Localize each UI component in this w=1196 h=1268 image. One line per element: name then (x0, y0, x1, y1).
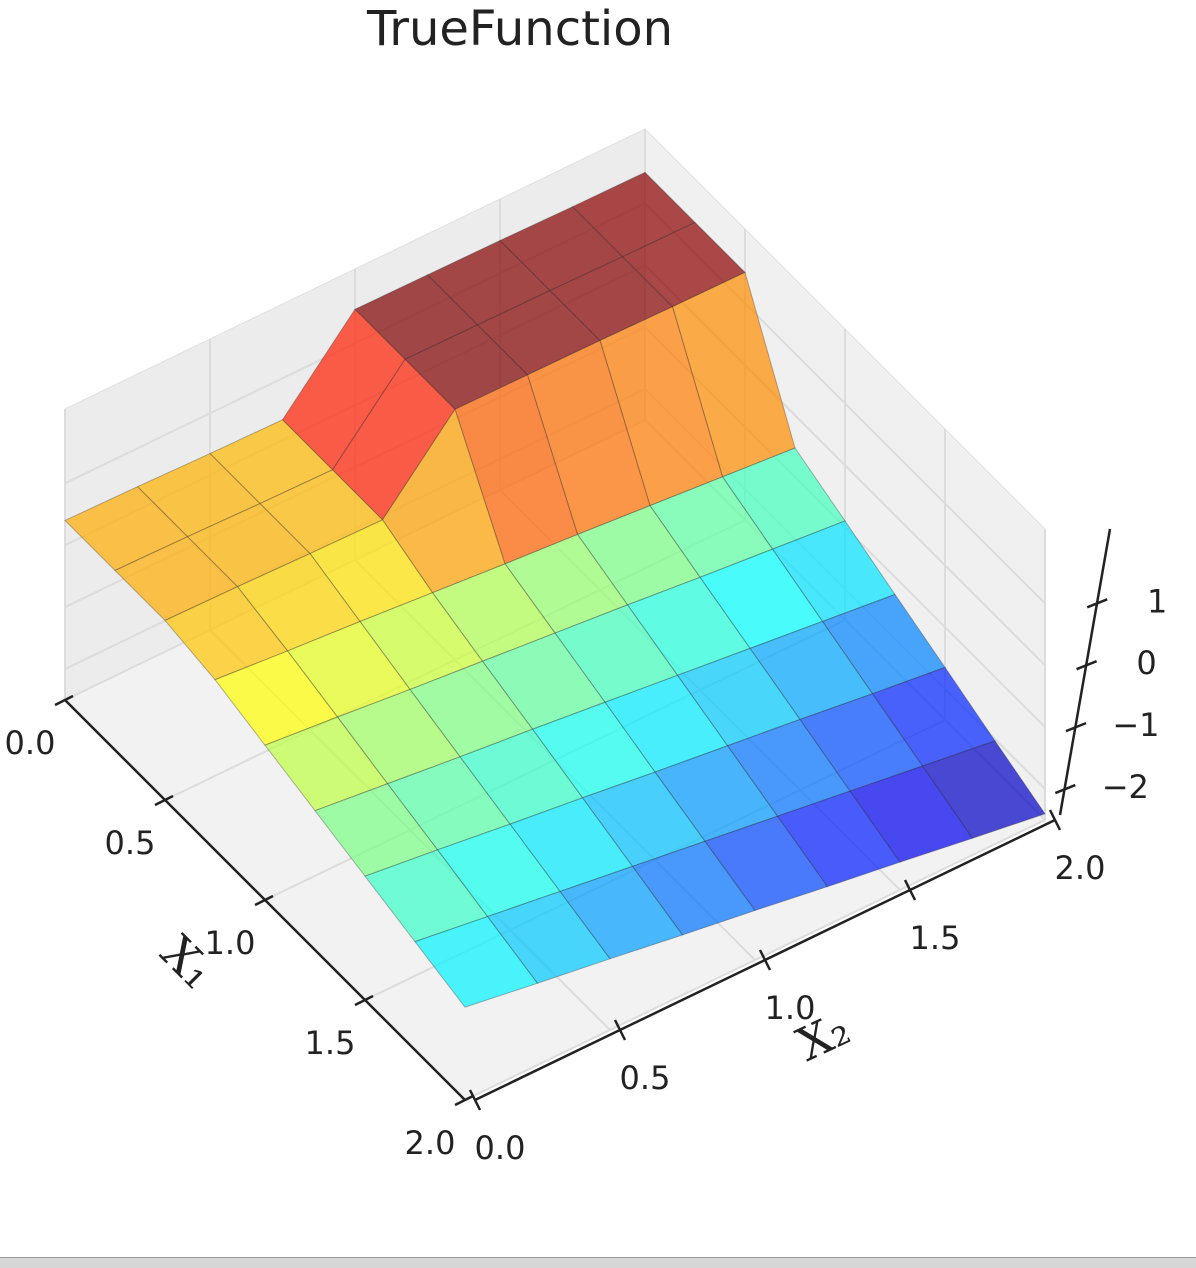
y-tick-label: 2.0 (1055, 849, 1106, 887)
chart-title: TrueFunction (366, 1, 673, 57)
x-tick (354, 994, 374, 1007)
z-tick-label: −1 (1112, 706, 1159, 744)
x-tick (454, 1094, 474, 1107)
y-tick (613, 1019, 627, 1041)
y-tick (903, 879, 917, 901)
z-tick-label: 0 (1136, 644, 1156, 682)
y-tick (1048, 809, 1062, 831)
z-tick (1054, 783, 1076, 795)
x-tick-label: 0.0 (5, 724, 56, 762)
y-tick-label: 1.0 (765, 989, 816, 1027)
status-bar (0, 1257, 1196, 1268)
x-tick-label: 1.0 (205, 924, 256, 962)
y-tick-label: 0.0 (475, 1129, 526, 1167)
y-tick-label: 0.5 (620, 1059, 671, 1097)
x-tick (254, 894, 274, 907)
x-tick-label: 1.5 (305, 1024, 356, 1062)
y-tick-label: 1.5 (910, 919, 961, 957)
x-tick (54, 694, 74, 707)
z-tick (1076, 660, 1098, 671)
surface-patch (414, 915, 539, 1008)
z-tick (1065, 721, 1087, 733)
z-axis (1058, 528, 1112, 816)
y-tick (758, 949, 772, 971)
x-tick (154, 794, 174, 807)
z-tick (1086, 598, 1108, 609)
z-tick-label: −2 (1102, 768, 1149, 806)
x-tick-label: 2.0 (405, 1124, 456, 1162)
x-tick-label: 0.5 (105, 824, 156, 862)
y-tick (468, 1089, 482, 1111)
z-tick-label: 1 (1147, 582, 1167, 620)
